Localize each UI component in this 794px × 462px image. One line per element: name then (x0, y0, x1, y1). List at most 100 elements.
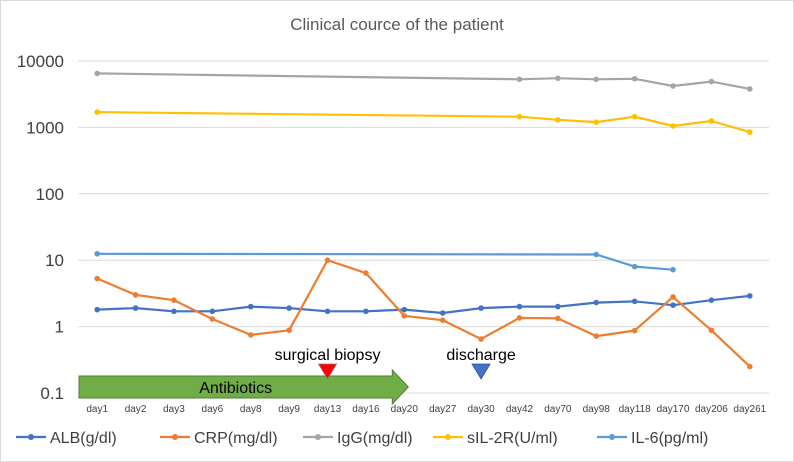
data-point (555, 75, 561, 82)
x-tick-label: day118 (619, 404, 652, 415)
data-point (593, 119, 600, 125)
data-point (670, 123, 676, 129)
data-point (631, 113, 638, 120)
x-tick-label: day9 (278, 404, 300, 415)
x-tick-label: day20 (391, 404, 419, 415)
data-point (555, 303, 561, 310)
x-tick-label: day170 (657, 404, 690, 415)
x-tick-label: day2 (125, 404, 147, 415)
series-line (96, 259, 751, 368)
data-point (363, 308, 369, 315)
data-point (171, 308, 177, 315)
data-point (94, 275, 100, 282)
data-point (708, 327, 715, 334)
biopsy-label: surgical biopsy (275, 347, 381, 364)
legend: ALB(g/dl) CRP(mg/dl) IgG(mg/dl) sIL-2R(U/ml… (16, 430, 708, 447)
data-point (516, 303, 523, 310)
data-point (132, 305, 139, 311)
y-axis: 0.1 1 10 100 1000 10000 (17, 52, 64, 403)
x-tick-label: day8 (240, 404, 262, 415)
data-point (670, 294, 676, 300)
chart-title: Clinical cource of the patient (290, 15, 504, 34)
discharge-marker (471, 363, 491, 380)
data-point (209, 316, 216, 322)
data-point (631, 263, 638, 270)
series-igg-mg-dl (94, 70, 753, 92)
series-alb-g-dl (94, 293, 753, 316)
data-point (708, 118, 715, 124)
y-tick-label: 10 (45, 251, 64, 270)
legend-label: IL-6(pg/ml) (631, 430, 708, 447)
x-tick-label: day6 (202, 404, 224, 415)
data-point (247, 332, 254, 338)
legend-swatch-marker (445, 434, 451, 440)
data-point (593, 333, 600, 339)
data-point (593, 76, 600, 83)
data-point (708, 78, 715, 85)
data-point (516, 76, 523, 83)
x-tick-label: day206 (695, 404, 728, 415)
antibiotics-label: Antibiotics (199, 380, 272, 397)
data-point (286, 305, 292, 311)
data-point (747, 86, 753, 92)
data-point (593, 299, 600, 306)
y-tick-label: 1000 (26, 118, 64, 137)
legend-item: IgG(mg/dl) (303, 430, 413, 447)
legend-swatch-marker (172, 434, 178, 440)
series-line (97, 72, 751, 90)
legend-swatch-marker (609, 434, 615, 440)
x-tick-label: day30 (467, 404, 495, 415)
data-point (631, 298, 638, 305)
legend-label: CRP(mg/dl) (194, 430, 278, 447)
data-point (171, 297, 177, 303)
series-line (97, 294, 750, 315)
data-point (363, 270, 369, 276)
legend-item: IL-6(pg/ml) (597, 430, 708, 447)
data-point (670, 302, 676, 309)
data-point (439, 317, 446, 323)
data-point (94, 306, 100, 313)
data-point (670, 83, 676, 89)
legend-item: CRP(mg/dl) (160, 430, 278, 447)
y-tick-label: 10000 (17, 52, 64, 71)
data-point (516, 113, 523, 120)
data-point (401, 306, 408, 313)
discharge-label: discharge (446, 347, 515, 364)
legend-swatch-marker (315, 434, 321, 440)
data-point (324, 257, 331, 264)
data-point (555, 117, 561, 123)
data-point (593, 251, 600, 258)
data-point (708, 297, 715, 303)
x-tick-label: day27 (429, 404, 457, 415)
data-point (94, 109, 100, 115)
x-axis: day1 day2 day3 day6 day8 day9 day13 day16 day20 d… (86, 404, 766, 415)
data-point (324, 308, 331, 315)
series-sil-2r-u-ml (94, 109, 753, 135)
y-tick-label: 0.1 (40, 384, 64, 403)
antibiotics-arrow (78, 368, 409, 406)
x-tick-label: day70 (544, 404, 572, 415)
legend-swatch-marker (28, 434, 34, 440)
data-point (516, 315, 523, 321)
data-point (747, 293, 753, 299)
y-tick-label: 100 (36, 185, 64, 204)
y-tick-label: 1 (55, 318, 64, 337)
data-point (631, 75, 638, 82)
data-point (747, 363, 753, 370)
series-line (97, 252, 674, 271)
x-tick-label: day3 (163, 404, 185, 415)
data-point (286, 327, 292, 334)
data-point (94, 70, 100, 77)
x-tick-label: day98 (583, 404, 611, 415)
data-point (401, 313, 408, 319)
series-il-6-pg-ml (94, 250, 676, 273)
legend-label: ALB(g/dl) (50, 430, 117, 447)
data-point (247, 303, 254, 310)
legend-item: sIL-2R(U/ml) (433, 430, 558, 447)
data-point (94, 250, 100, 257)
legend-item: ALB(g/dl) (16, 430, 117, 447)
biopsy-marker (317, 363, 338, 380)
data-point (478, 305, 484, 311)
